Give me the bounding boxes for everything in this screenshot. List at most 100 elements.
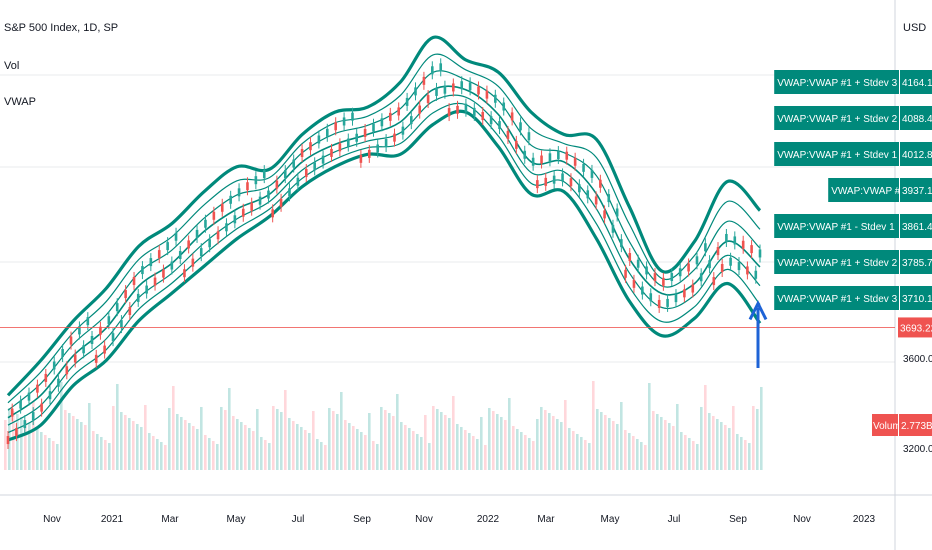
- volume-bar: [600, 412, 603, 470]
- band-tag-label-bg[interactable]: [774, 214, 899, 238]
- volume-bar: [384, 410, 387, 470]
- candle-body: [48, 391, 52, 400]
- candle-body: [662, 277, 665, 286]
- band-tag-label-bg[interactable]: [828, 178, 899, 202]
- candle-body: [258, 196, 262, 205]
- band-tag-label-bg[interactable]: [774, 106, 899, 130]
- band-tag-label-bg[interactable]: [774, 250, 899, 274]
- volume-bar: [708, 413, 711, 470]
- symbol-legend[interactable]: S&P 500 Index, 1D, SP: [4, 22, 119, 34]
- volume-bar: [692, 441, 695, 470]
- band-line-plus-1[interactable]: [7, 70, 761, 411]
- candle-body: [65, 366, 69, 375]
- band-tag-label-bg[interactable]: [774, 142, 899, 166]
- band-tag-value-bg: [900, 214, 932, 238]
- volume-bar: [588, 443, 591, 470]
- candle-body: [99, 326, 102, 335]
- volume-bar: [432, 406, 435, 470]
- candle-body: [536, 180, 539, 189]
- volume-tag-value-bg: [899, 414, 932, 436]
- volume-bar: [648, 383, 651, 470]
- candle-body: [355, 133, 358, 142]
- volume-bar: [248, 428, 251, 470]
- volume-bar: [548, 413, 551, 470]
- band-tag-label-bg[interactable]: [774, 70, 899, 94]
- volume-bar: [456, 424, 459, 470]
- candle-body: [31, 412, 35, 421]
- candle-body: [569, 178, 573, 187]
- candle-body: [573, 157, 577, 166]
- volume-bar: [148, 433, 151, 470]
- candle-body: [498, 121, 501, 130]
- volume-bar: [520, 432, 523, 470]
- volume-tag-label-bg[interactable]: [872, 414, 898, 436]
- candle-body: [372, 123, 375, 132]
- volume-bar: [416, 434, 419, 470]
- vwap-legend[interactable]: VWAP: [4, 96, 36, 108]
- volume-bar: [688, 438, 691, 470]
- vwap-line[interactable]: [7, 85, 761, 419]
- volume-bar: [348, 423, 351, 470]
- volume-bar: [128, 418, 131, 470]
- band-tag-label: VWAP:VWAP #1 + Stdev 1: [777, 150, 897, 161]
- volume-bar: [672, 426, 675, 470]
- candle-body: [380, 118, 384, 127]
- volume-bar: [684, 435, 687, 470]
- volume-bar: [28, 423, 31, 470]
- volume-bar: [24, 420, 27, 470]
- candle-body: [464, 103, 468, 112]
- candle-body: [166, 242, 169, 251]
- volume-legend[interactable]: Vol: [4, 60, 20, 72]
- candle-body: [317, 135, 321, 144]
- candle-body: [586, 190, 590, 199]
- volume-bar: [236, 419, 239, 470]
- band-line-plus-3[interactable]: [6, 35, 762, 397]
- band-tag-label-bg[interactable]: [774, 286, 899, 310]
- candle-body: [246, 182, 249, 191]
- candle-body: [620, 239, 623, 248]
- candle-body: [120, 320, 123, 329]
- candle-body: [548, 153, 552, 162]
- price-tick-label: 3600.00: [903, 354, 932, 365]
- volume-tag-label: Volume: [873, 421, 907, 432]
- volume-bar: [76, 419, 79, 470]
- candle-body: [40, 403, 43, 412]
- volume-bar: [332, 411, 335, 470]
- volume-bar: [664, 420, 667, 470]
- candle-body: [233, 215, 237, 224]
- candle-body: [36, 384, 39, 393]
- candle-body: [615, 208, 619, 217]
- candle-body: [456, 105, 459, 114]
- volume-bar: [80, 422, 83, 470]
- candle-body: [426, 95, 430, 104]
- candle-body: [262, 170, 266, 179]
- candle-body: [678, 268, 682, 277]
- band-line-plus-2[interactable]: [7, 53, 761, 404]
- last-price-tag[interactable]: [898, 317, 932, 338]
- volume-bar: [468, 433, 471, 470]
- volume-bar: [168, 408, 171, 470]
- candle-body: [687, 263, 690, 272]
- volume-bar: [292, 421, 295, 470]
- volume-bar: [476, 439, 479, 470]
- volume-bar: [656, 414, 659, 470]
- volume-bar: [68, 413, 71, 470]
- x-tick-label: Nov: [415, 514, 433, 525]
- band-line-minus-3[interactable]: [7, 109, 762, 442]
- candle-body: [199, 248, 203, 257]
- candle-body: [737, 262, 741, 271]
- volume-bar: [496, 414, 499, 470]
- candle-body: [481, 112, 485, 121]
- band-tag-label: VWAP:VWAP #1 - Stdev 1: [777, 222, 895, 233]
- candle-body: [111, 333, 115, 342]
- candle-body: [460, 81, 464, 90]
- volume-bar: [208, 438, 211, 470]
- volume-bar: [32, 401, 35, 470]
- candle-body: [422, 76, 426, 85]
- candle-body: [582, 163, 585, 172]
- candle-body: [132, 276, 136, 285]
- candle-body: [666, 298, 669, 307]
- candle-body: [254, 176, 258, 185]
- candle-body: [216, 231, 220, 240]
